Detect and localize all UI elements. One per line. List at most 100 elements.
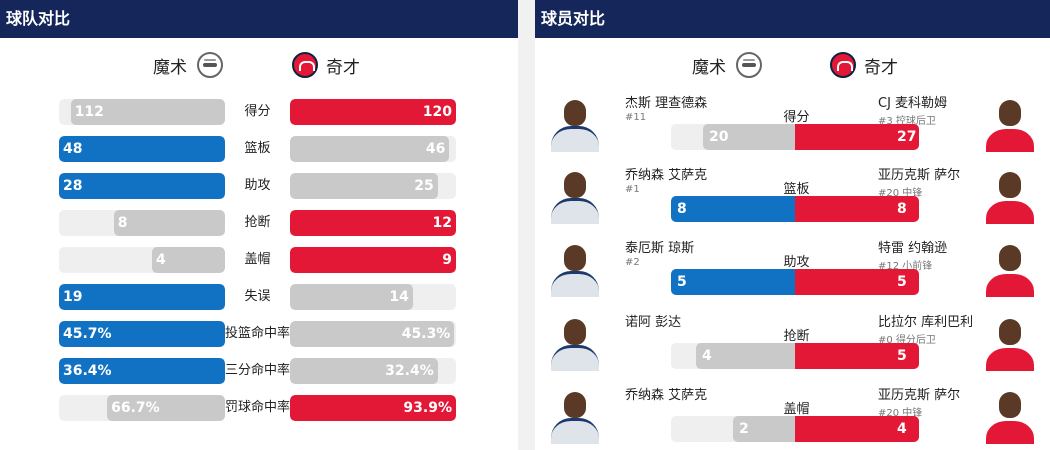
away-player-avatar [982, 388, 1038, 444]
home-stat-bar: 66.7% [59, 395, 225, 421]
away-stat-fill [290, 395, 456, 421]
away-stat-value: 25 [414, 178, 434, 194]
avatar-jersey [986, 345, 1034, 371]
away-stat-bar: 9 [290, 247, 456, 273]
avatar-head [999, 392, 1021, 418]
player-comparison-row: 乔纳森 艾萨克 亚历克斯 萨尔 #20 中锋 盖帽 2 4 [535, 384, 1050, 450]
home-player-name: 泰厄斯 琼斯 [625, 241, 695, 256]
team-stat-label: 罚球命中率 [225, 400, 291, 415]
avatar-head [999, 245, 1021, 271]
away-player-stat-value: 5 [897, 274, 907, 290]
home-player-stat-bar [733, 416, 795, 442]
away-player-position: #12 小前锋 [878, 261, 933, 272]
magic-logo-icon [736, 52, 762, 78]
away-player-position: #3 控球后卫 [878, 116, 936, 127]
home-player-number: #2 [625, 257, 640, 268]
player-home-team-name: 魔术 [692, 57, 726, 78]
away-player-stat-bar [795, 269, 919, 295]
home-stat-value: 4 [155, 252, 166, 268]
away-stat-bar: 12 [290, 210, 456, 236]
home-player-name: 乔纳森 艾萨克 [625, 168, 708, 183]
away-player-stat-bar [795, 343, 919, 369]
away-stat-value: 9 [442, 252, 452, 268]
away-stat-value: 120 [422, 104, 452, 120]
avatar-head [564, 319, 586, 345]
away-stat-value: 14 [389, 289, 409, 305]
away-stat-bar: 46 [290, 136, 456, 162]
player-comparison-row: 诺阿 彭达 比拉尔 库利巴利 #0 得分后卫 抢断 4 5 [535, 311, 1050, 381]
home-player-avatar [547, 96, 603, 152]
player-comparison-panel: 球员对比 魔术 奇才 杰斯 理查德森 #11 CJ 麦科勒姆 #3 控球后卫 得分 20 2… [535, 0, 1050, 450]
home-stat-fill [59, 358, 225, 384]
avatar-jersey [551, 271, 599, 297]
away-player-name: 比拉尔 库利巴利 [878, 315, 974, 330]
home-stat-value: 28 [63, 178, 83, 194]
home-team-name: 魔术 [153, 57, 187, 78]
away-player-stat-bar [795, 416, 919, 442]
away-stat-fill [290, 173, 438, 199]
home-player-avatar [547, 388, 603, 444]
team-stat-label: 投篮命中率 [225, 326, 291, 341]
away-player-stat-bar [795, 124, 919, 150]
magic-logo-icon [197, 52, 223, 78]
away-player-name: 亚历克斯 萨尔 [878, 168, 961, 183]
home-stat-value: 45.7% [63, 326, 112, 342]
home-stat-value: 48 [63, 141, 83, 157]
team-stat-row: 36.4% 三分命中率 32.4% [0, 358, 518, 384]
player-stat-label: 篮板 [783, 182, 810, 197]
player-comparison-row: 乔纳森 艾萨克 #1 亚历克斯 萨尔 #20 中锋 篮板 8 8 [535, 164, 1050, 234]
avatar-jersey [986, 126, 1034, 152]
wizards-logo-icon [830, 52, 856, 78]
home-player-name: 乔纳森 艾萨克 [625, 388, 708, 403]
home-player-number: #11 [625, 112, 647, 123]
team-stat-label: 失误 [244, 289, 271, 304]
home-stat-fill [59, 136, 225, 162]
team-panel-title: 球队对比 [0, 0, 518, 38]
home-player-stat-value: 20 [709, 129, 729, 145]
team-stat-row: 112 得分 120 [0, 99, 518, 125]
away-stat-bar: 25 [290, 173, 456, 199]
wizards-logo-icon [292, 52, 318, 78]
avatar-head [999, 172, 1021, 198]
away-stat-value: 32.4% [385, 363, 434, 379]
away-stat-bar: 120 [290, 99, 456, 125]
away-stat-fill [290, 210, 456, 236]
away-player-name: CJ 麦科勒姆 [878, 96, 948, 111]
away-stat-value: 12 [432, 215, 452, 231]
away-stat-fill [290, 99, 456, 125]
home-player-avatar [547, 241, 603, 297]
away-player-stat-value: 8 [897, 201, 907, 217]
away-stat-value: 45.3% [401, 326, 451, 342]
avatar-head [564, 100, 586, 126]
home-player-name: 杰斯 理查德森 [625, 96, 708, 111]
home-stat-fill [59, 284, 225, 310]
home-stat-bar: 28 [59, 173, 225, 199]
away-stat-fill [290, 358, 438, 384]
away-player-position: #0 得分后卫 [878, 335, 936, 346]
away-stat-fill [290, 136, 450, 162]
avatar-jersey [986, 418, 1034, 444]
home-stat-bar: 4 [59, 247, 225, 273]
away-stat-bar: 93.9% [290, 395, 456, 421]
away-team-name: 奇才 [326, 57, 360, 78]
away-stat-fill [290, 247, 456, 273]
player-comparison-row: 泰厄斯 琼斯 #2 特雷 约翰逊 #12 小前锋 助攻 5 5 [535, 237, 1050, 307]
team-stat-row: 8 抢断 12 [0, 210, 518, 236]
player-panel-title: 球员对比 [535, 0, 1050, 38]
home-player-stat-bar [671, 269, 795, 295]
away-player-stat-value: 5 [897, 348, 907, 364]
player-comparison-row: 杰斯 理查德森 #11 CJ 麦科勒姆 #3 控球后卫 得分 20 27 [535, 92, 1050, 162]
team-stat-label: 篮板 [244, 141, 271, 156]
away-stat-bar: 32.4% [290, 358, 456, 384]
away-stat-bar: 45.3% [290, 321, 456, 347]
away-player-avatar [982, 96, 1038, 152]
away-player-name: 亚历克斯 萨尔 [878, 388, 961, 403]
team-stat-label: 三分命中率 [225, 363, 291, 378]
home-stat-bar: 8 [59, 210, 225, 236]
avatar-jersey [986, 271, 1034, 297]
home-player-stat-value: 2 [739, 421, 749, 437]
home-stat-bar: 36.4% [59, 358, 225, 384]
home-player-stat-value: 4 [702, 348, 712, 364]
home-stat-bar: 19 [59, 284, 225, 310]
home-player-stat-bar [696, 343, 795, 369]
